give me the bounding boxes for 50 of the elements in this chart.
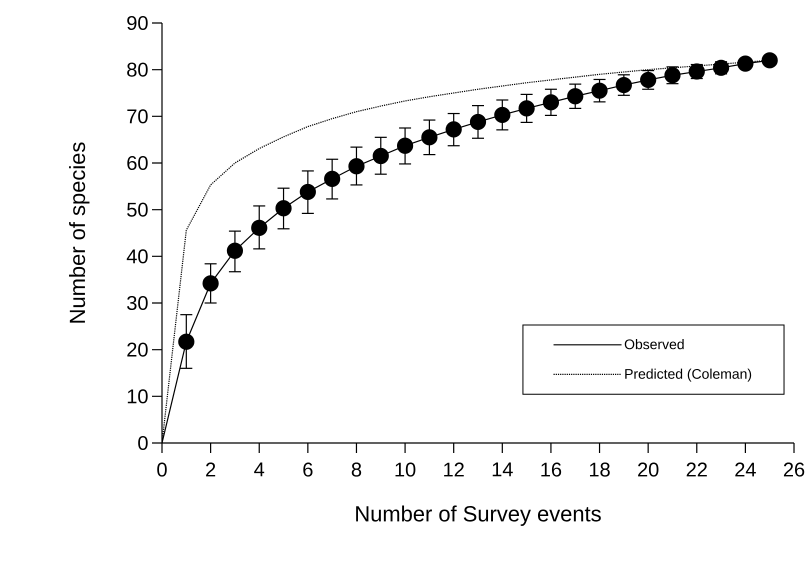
point	[226, 242, 244, 259]
point	[251, 220, 268, 236]
point	[202, 275, 219, 292]
x-tick-label: 8	[352, 462, 362, 477]
point	[275, 200, 292, 216]
y-tick-label: 50	[127, 202, 148, 217]
x-tick-label: 22	[686, 462, 707, 476]
point	[518, 100, 535, 116]
y-tick-label: 20	[127, 342, 148, 357]
y-tick-label: 30	[127, 296, 148, 310]
y-tick-label: 60	[127, 156, 148, 170]
x-tick-label: 24	[735, 462, 756, 476]
point	[542, 94, 560, 110]
point	[591, 82, 608, 99]
point	[396, 138, 414, 154]
x-axis-title: Number of Survey events	[356, 505, 601, 526]
y-tick-label: 90	[127, 16, 148, 30]
y-axis-title: Number of species	[69, 142, 90, 323]
point	[178, 334, 194, 350]
x-tick-label: 18	[590, 462, 610, 477]
point	[762, 52, 778, 68]
point	[494, 106, 510, 124]
x-tick-label: 10	[396, 462, 416, 477]
x-tick-label: 20	[638, 462, 658, 477]
x-tick-label: 2	[206, 462, 216, 476]
x-tick-label: 0	[157, 462, 167, 477]
point	[300, 184, 316, 200]
y-tick-label: 80	[127, 62, 148, 77]
point	[348, 158, 365, 174]
legend-label: Predicted (Coleman)	[625, 368, 752, 382]
y-tick-label: 40	[126, 249, 148, 264]
point	[470, 114, 486, 130]
x-tick-label: 14	[492, 462, 513, 476]
point	[616, 76, 632, 94]
point	[372, 148, 389, 164]
point	[712, 60, 730, 76]
point	[446, 121, 462, 138]
x-tick-label: 26	[784, 462, 804, 477]
x-tick-label: 6	[303, 462, 313, 477]
legend-label: Observed	[624, 339, 684, 350]
x-tick-label: 4	[254, 462, 264, 476]
point	[324, 170, 340, 187]
point	[421, 129, 438, 146]
y-tick-label: 0	[138, 436, 148, 450]
y-tick-label: 10	[128, 389, 148, 404]
point	[737, 56, 754, 72]
x-tick-label: 16	[541, 462, 562, 477]
point	[567, 88, 584, 104]
x-tick-label: 12	[444, 462, 464, 476]
y-tick-label: 70	[127, 109, 148, 124]
